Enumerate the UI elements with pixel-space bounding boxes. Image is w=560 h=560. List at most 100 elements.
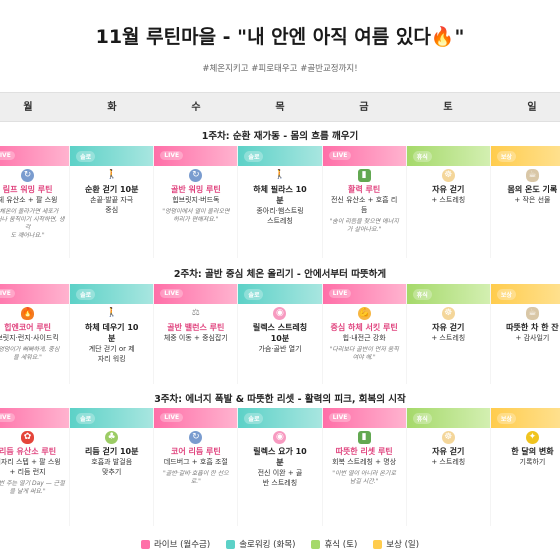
day-sat: 토 — [443, 102, 453, 113]
card-title: 리듬 걷기 10분 — [84, 447, 139, 456]
card-title: 중심 하체 서킷 루틴 — [330, 323, 398, 332]
card-type-band: LIVE — [154, 284, 238, 304]
card-type-band: 보상 — [490, 146, 560, 166]
card-type-band: 솔로 — [238, 146, 322, 166]
card-quote: "숨이 리듬을 찾으면 에너지 가 살아나요." — [329, 218, 399, 233]
refresh-icon: ↻ — [21, 169, 35, 182]
routine-card[interactable]: 휴식 ☸ 자유 걷기 + 스트레칭 — [406, 408, 490, 526]
card-subtitle: + 스트레칭 — [431, 196, 466, 204]
card-subtitle: 체 유산소 + 팔 스윙 — [0, 196, 58, 204]
card-subtitle: 기록하기 — [519, 458, 546, 466]
card-type-band: 솔로 — [238, 284, 322, 304]
card-quote: "엉덩이에서 열이 올라오면 허리가 편해져요." — [162, 208, 230, 223]
routine-card[interactable]: LIVE 💪 중심 하체 서킷 루틴 힙·내전근 강화 "다리보다 골반이 먼저 움직 … — [322, 284, 406, 384]
routine-card[interactable]: 솔로 ♣ 리듬 걷기 10분 호흡과 발걸음 맞추기 — [70, 408, 154, 526]
week-3-title: 3주차: 에너지 폭발 & 따뜻한 리셋 - 활력의 피크, 회복의 시작 — [154, 394, 406, 405]
day-mon: 월 — [23, 102, 33, 113]
tea-icon: ☕ — [525, 307, 539, 320]
routine-card[interactable]: 솔로 🚶 순환 걷기 10분 손끝·발끝 자극 중심 — [70, 146, 154, 258]
routine-card[interactable]: 솔로 🚶 하체 데우기 10 분 계단 걷기 or 제 자리 워킹 — [70, 284, 154, 384]
sparkle-icon: ✦ — [525, 431, 539, 444]
weekday-header: 월 화 수 목 금 토 일 — [0, 92, 560, 122]
bow-icon: ✿ — [21, 431, 35, 444]
card-title: 따뜻한 리셋 루틴 — [335, 447, 393, 456]
routine-card[interactable]: LIVE ↻ 골반 워밍 루틴 힙브릿지·버드독 "엉덩이에서 열이 올라오면 허리가 … — [154, 146, 238, 258]
card-title: 릴렉스 요가 10 분 — [253, 447, 307, 467]
day-thu: 목 — [275, 102, 285, 113]
routine-card[interactable]: LIVE ✿ 리듬 유산소 루틴제자리 스텝 + 팔 스윙 + 리듬 런지 "이번 주… — [0, 408, 70, 526]
card-title: 몸의 온도 기록 — [507, 185, 558, 194]
card-quote: "골반·갈비·호흡이 한 선으 로." — [163, 470, 229, 485]
routine-card[interactable]: 솔로 ◉ 릴렉스 요가 10 분 전신 이완 + 골 반 스트레칭 — [238, 408, 322, 526]
card-type-band: 솔로 — [238, 408, 322, 428]
card-badge: LIVE — [160, 151, 184, 160]
card-subtitle: 제자리 스텝 + 팔 스윙 + 리듬 런지 — [0, 458, 61, 476]
card-badge: LIVE — [160, 413, 184, 422]
card-title: 골반 밸런스 루틴 — [167, 323, 225, 332]
card-title: 따뜻한 차 한 잔 — [506, 323, 559, 332]
card-title: 자유 걷기 — [432, 185, 465, 194]
walk-icon: 🚶 — [106, 308, 118, 318]
routine-card[interactable]: 휴식 ☸ 자유 걷기 + 스트레칭 — [406, 146, 490, 258]
card-type-band: LIVE — [0, 284, 70, 304]
battery-icon: ▮ — [357, 169, 371, 182]
card-subtitle: 체중 이동 + 중심잡기 — [163, 334, 228, 342]
legend: 라이브 (월수금) 솔로워킹 (화목) 휴식 (토) 보상 (일) — [0, 538, 560, 550]
card-quote: "체온이 올라가면 세포가 깨어나 움직이기 시작하면, 생각 도 깨어나요." — [0, 208, 65, 239]
card-badge: 솔로 — [76, 151, 96, 162]
card-subtitle: 회복 스트레칭 + 명상 — [332, 458, 397, 466]
scale-icon: ⚖ — [191, 308, 200, 318]
card-badge: LIVE — [328, 289, 352, 298]
routine-card[interactable]: LIVE ↻ 림프 워밍 루틴체 유산소 + 팔 스윙 "체온이 올라가면 세포가 깨… — [0, 146, 70, 258]
walk-icon: 🚶 — [274, 170, 286, 180]
card-subtitle: 브릿지·런지·사이드킥 — [0, 334, 59, 342]
card-type-band: 솔로 — [70, 284, 154, 304]
card-type-band: 솔로 — [70, 408, 154, 428]
card-badge: 솔로 — [244, 289, 264, 300]
muscle-icon: 💪 — [357, 307, 371, 320]
page-title: 11월 루틴마을 - "내 안엔 아직 여름 있다🔥" — [95, 26, 465, 48]
legend-swatch — [311, 539, 321, 549]
legend-label: 라이브 (월수금) — [153, 540, 211, 550]
card-subtitle: 가슴·골반 열기 — [258, 345, 302, 353]
tea-icon: ☕ — [525, 169, 539, 182]
card-badge: 솔로 — [76, 289, 96, 300]
legend-label: 보상 (일) — [386, 540, 420, 550]
card-subtitle: + 감사일기 — [515, 334, 550, 342]
card-badge: LIVE — [0, 151, 15, 160]
week-1-title: 1주차: 순환 재가동 - 몸의 흐름 깨우기 — [201, 131, 359, 142]
fire-icon: 🔥 — [21, 307, 35, 320]
routine-card[interactable]: LIVE ↻ 코어 리듬 루틴 데드버그 + 호흡 조절 "골반·갈비·호흡이 한 선으… — [154, 408, 238, 526]
routine-card[interactable]: 보상 ☕ 따뜻한 차 한 잔 + 감사일기 — [490, 284, 560, 384]
card-title: 하체 필라스 10 분 — [253, 185, 307, 205]
card-subtitle: 손끝·발끝 자극 중심 — [90, 196, 134, 214]
routine-card[interactable]: 휴식 ☸ 자유 걷기 + 스트레칭 — [406, 284, 490, 384]
routine-card[interactable]: LIVE ▮ 활력 루틴 전신 유산소 + 호흡 리 듬 "숨이 리듬을 찾으면 에너지… — [322, 146, 406, 258]
legend-item: 휴식 (토) — [311, 538, 357, 550]
card-type-band: LIVE — [322, 284, 406, 304]
card-type-band: LIVE — [154, 146, 238, 166]
card-badge: 솔로 — [244, 413, 264, 424]
card-type-band: LIVE — [0, 146, 70, 166]
card-title: 골반 워밍 루틴 — [170, 185, 221, 194]
card-title: 활력 루틴 — [348, 185, 381, 194]
routine-card[interactable]: 보상 ☕ 몸의 온도 기록 + 작은 선물 — [490, 146, 560, 258]
card-badge: 휴식 — [412, 413, 432, 424]
card-badge: 보상 — [496, 289, 516, 300]
card-subtitle: 종아리·햄스트링 스트레칭 — [256, 207, 304, 225]
routine-card[interactable]: 보상 ✦ 한 달의 변화 기록하기 — [490, 408, 560, 526]
routine-card[interactable]: 솔로 ◉ 릴렉스 스트레칭 10분 가슴·골반 열기 — [238, 284, 322, 384]
week-3-row: LIVE ✿ 리듬 유산소 루틴제자리 스텝 + 팔 스윙 + 리듬 런지 "이번 주… — [0, 408, 560, 526]
card-type-band: LIVE — [0, 408, 70, 428]
card-badge: 휴식 — [412, 151, 432, 162]
refresh-icon: ↻ — [189, 431, 203, 444]
card-title: 힙엔코어 루틴 — [4, 323, 52, 332]
card-subtitle: + 작은 선물 — [514, 196, 551, 204]
card-title: 자유 걷기 — [432, 447, 465, 456]
routine-card[interactable]: LIVE ▮ 따뜻한 리셋 루틴 회복 스트레칭 + 명상 "이번 열이 아니라 온기로… — [322, 408, 406, 526]
card-quote: "다리보다 골반이 먼저 움직 여야 해." — [329, 346, 399, 361]
